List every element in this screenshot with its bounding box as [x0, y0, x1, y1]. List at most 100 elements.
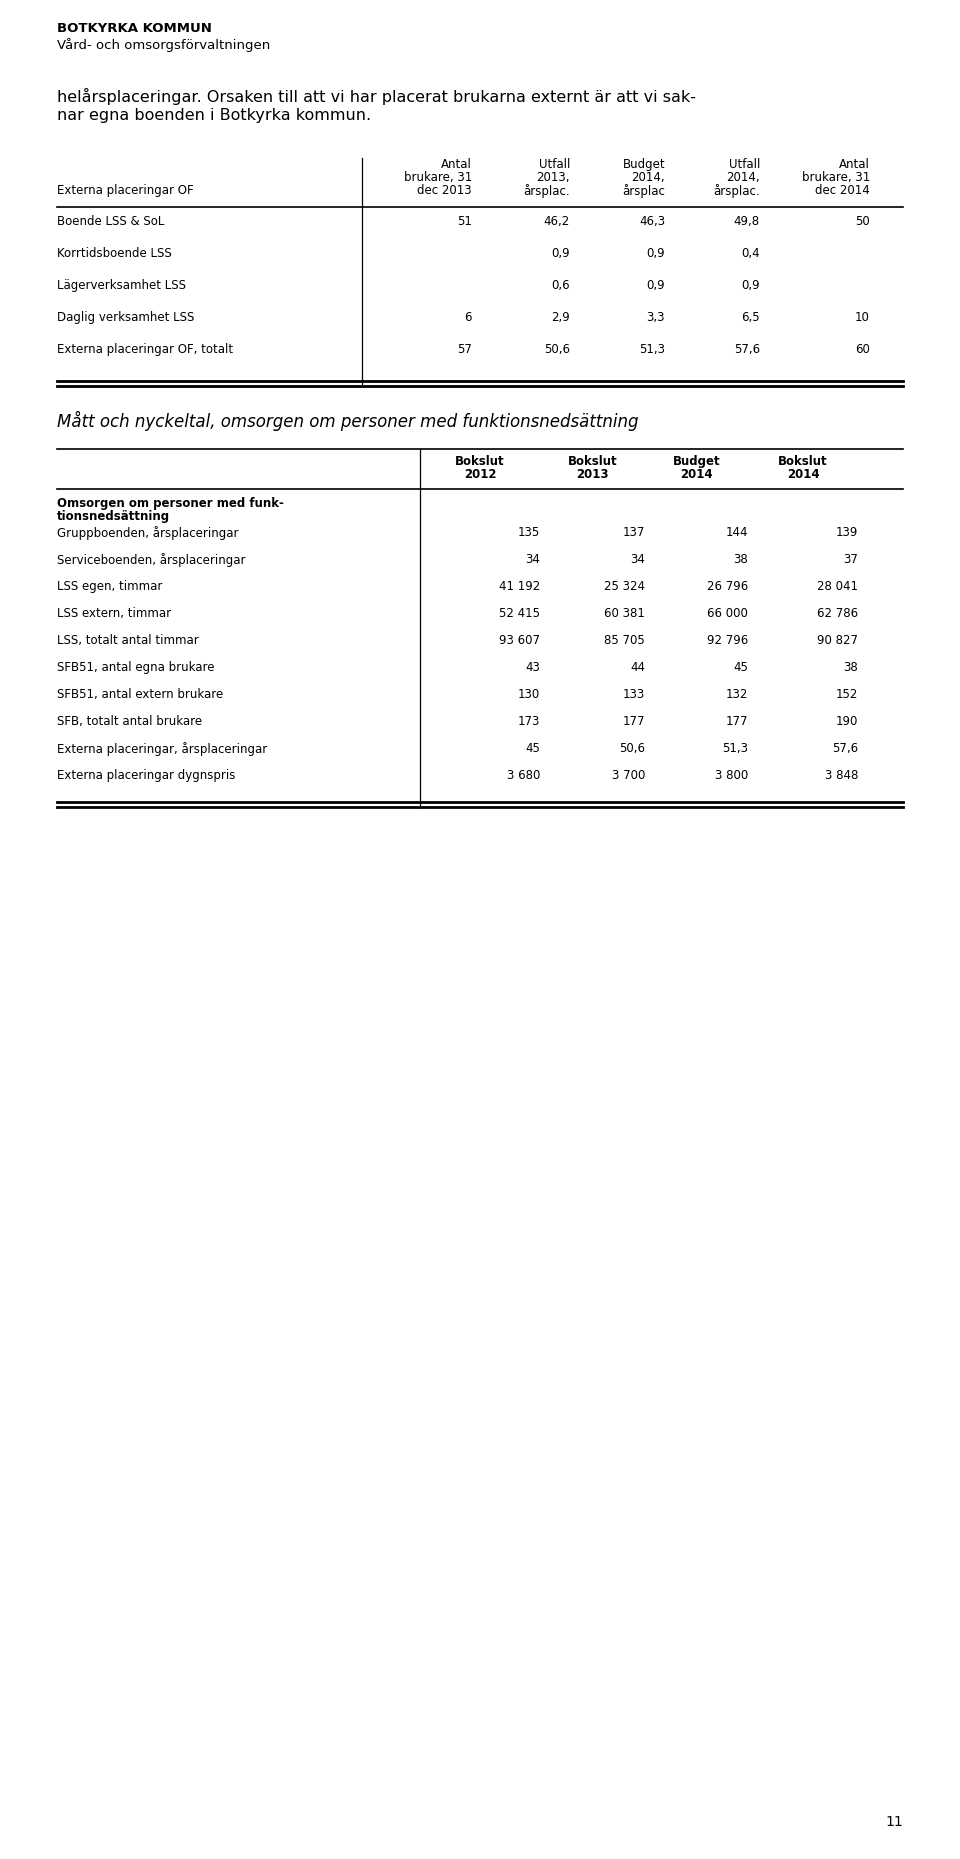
Text: 2,9: 2,9 [551, 310, 570, 323]
Text: 50,6: 50,6 [619, 742, 645, 755]
Text: Utfall: Utfall [539, 158, 570, 171]
Text: 0,9: 0,9 [646, 247, 665, 260]
Text: 51: 51 [457, 216, 472, 229]
Text: SFB51, antal egna brukare: SFB51, antal egna brukare [57, 662, 214, 675]
Text: 2014: 2014 [681, 468, 713, 481]
Text: 28 041: 28 041 [817, 580, 858, 593]
Text: 50,6: 50,6 [544, 344, 570, 357]
Text: brukare, 31: brukare, 31 [802, 171, 870, 184]
Text: LSS egen, timmar: LSS egen, timmar [57, 580, 162, 593]
Text: 0,4: 0,4 [741, 247, 760, 260]
Text: 38: 38 [843, 662, 858, 675]
Text: 139: 139 [835, 526, 858, 539]
Text: 177: 177 [726, 716, 748, 729]
Text: 43: 43 [525, 662, 540, 675]
Text: 3 680: 3 680 [507, 770, 540, 783]
Text: helårsplaceringar. Orsaken till att vi har placerat brukarna externt är att vi s: helårsplaceringar. Orsaken till att vi h… [57, 87, 696, 104]
Text: Daglig verksamhet LSS: Daglig verksamhet LSS [57, 310, 194, 323]
Text: SFB51, antal extern brukare: SFB51, antal extern brukare [57, 688, 224, 701]
Text: Korrtidsboende LSS: Korrtidsboende LSS [57, 247, 172, 260]
Text: LSS extern, timmar: LSS extern, timmar [57, 608, 171, 621]
Text: 57,6: 57,6 [733, 344, 760, 357]
Text: 2014,: 2014, [727, 171, 760, 184]
Text: 45: 45 [733, 662, 748, 675]
Text: Antal: Antal [839, 158, 870, 171]
Text: 66 000: 66 000 [708, 608, 748, 621]
Text: 90 827: 90 827 [817, 634, 858, 647]
Text: dec 2013: dec 2013 [418, 184, 472, 197]
Text: Bokslut: Bokslut [567, 455, 617, 468]
Text: 25 324: 25 324 [604, 580, 645, 593]
Text: 177: 177 [622, 716, 645, 729]
Text: 37: 37 [843, 552, 858, 565]
Text: Budget: Budget [673, 455, 720, 468]
Text: 51,3: 51,3 [722, 742, 748, 755]
Text: 3 800: 3 800 [715, 770, 748, 783]
Text: 34: 34 [630, 552, 645, 565]
Text: 133: 133 [623, 688, 645, 701]
Text: 44: 44 [630, 662, 645, 675]
Text: 144: 144 [726, 526, 748, 539]
Text: 57: 57 [457, 344, 472, 357]
Text: Externa placeringar dygnspris: Externa placeringar dygnspris [57, 770, 235, 783]
Text: 173: 173 [517, 716, 540, 729]
Text: Externa placeringar OF: Externa placeringar OF [57, 184, 194, 197]
Text: Serviceboenden, årsplaceringar: Serviceboenden, årsplaceringar [57, 552, 246, 567]
Text: dec 2014: dec 2014 [815, 184, 870, 197]
Text: 3,3: 3,3 [646, 310, 665, 323]
Text: 2013: 2013 [576, 468, 609, 481]
Text: 137: 137 [623, 526, 645, 539]
Text: BOTKYRKA KOMMUN: BOTKYRKA KOMMUN [57, 22, 212, 35]
Text: 3 848: 3 848 [825, 770, 858, 783]
Text: 60 381: 60 381 [604, 608, 645, 621]
Text: 34: 34 [525, 552, 540, 565]
Text: Utfall: Utfall [729, 158, 760, 171]
Text: årsplac: årsplac [622, 184, 665, 197]
Text: 62 786: 62 786 [817, 608, 858, 621]
Text: nar egna boenden i Botkyrka kommun.: nar egna boenden i Botkyrka kommun. [57, 108, 372, 123]
Text: Boende LSS & SoL: Boende LSS & SoL [57, 216, 164, 229]
Text: 60: 60 [855, 344, 870, 357]
Text: 2012: 2012 [464, 468, 496, 481]
Text: 3 700: 3 700 [612, 770, 645, 783]
Text: 92 796: 92 796 [707, 634, 748, 647]
Text: 57,6: 57,6 [832, 742, 858, 755]
Text: 46,2: 46,2 [543, 216, 570, 229]
Text: 132: 132 [726, 688, 748, 701]
Text: 6: 6 [465, 310, 472, 323]
Text: 52 415: 52 415 [499, 608, 540, 621]
Text: 0,6: 0,6 [551, 279, 570, 292]
Text: 6,5: 6,5 [741, 310, 760, 323]
Text: årsplac.: årsplac. [713, 184, 760, 197]
Text: årsplac.: årsplac. [523, 184, 570, 197]
Text: 135: 135 [517, 526, 540, 539]
Text: 0,9: 0,9 [741, 279, 760, 292]
Text: Bokslut: Bokslut [779, 455, 828, 468]
Text: Omsorgen om personer med funk-: Omsorgen om personer med funk- [57, 496, 284, 509]
Text: Lägerverksamhet LSS: Lägerverksamhet LSS [57, 279, 186, 292]
Text: 2014: 2014 [786, 468, 819, 481]
Text: SFB, totalt antal brukare: SFB, totalt antal brukare [57, 716, 203, 729]
Text: 0,9: 0,9 [551, 247, 570, 260]
Text: Budget: Budget [622, 158, 665, 171]
Text: Externa placeringar, årsplaceringar: Externa placeringar, årsplaceringar [57, 742, 267, 757]
Text: 11: 11 [885, 1814, 903, 1829]
Text: 50: 50 [855, 216, 870, 229]
Text: 2013,: 2013, [537, 171, 570, 184]
Text: 45: 45 [525, 742, 540, 755]
Text: Mått och nyckeltal, omsorgen om personer med funktionsnedsättning: Mått och nyckeltal, omsorgen om personer… [57, 411, 638, 431]
Text: 38: 38 [733, 552, 748, 565]
Text: 85 705: 85 705 [604, 634, 645, 647]
Text: 10: 10 [855, 310, 870, 323]
Text: 51,3: 51,3 [639, 344, 665, 357]
Text: 130: 130 [517, 688, 540, 701]
Text: Gruppboenden, årsplaceringar: Gruppboenden, årsplaceringar [57, 526, 238, 539]
Text: 41 192: 41 192 [499, 580, 540, 593]
Text: 190: 190 [835, 716, 858, 729]
Text: Bokslut: Bokslut [455, 455, 505, 468]
Text: Externa placeringar OF, totalt: Externa placeringar OF, totalt [57, 344, 233, 357]
Text: 152: 152 [835, 688, 858, 701]
Text: tionsnedsättning: tionsnedsättning [57, 509, 170, 522]
Text: Antal: Antal [442, 158, 472, 171]
Text: 49,8: 49,8 [733, 216, 760, 229]
